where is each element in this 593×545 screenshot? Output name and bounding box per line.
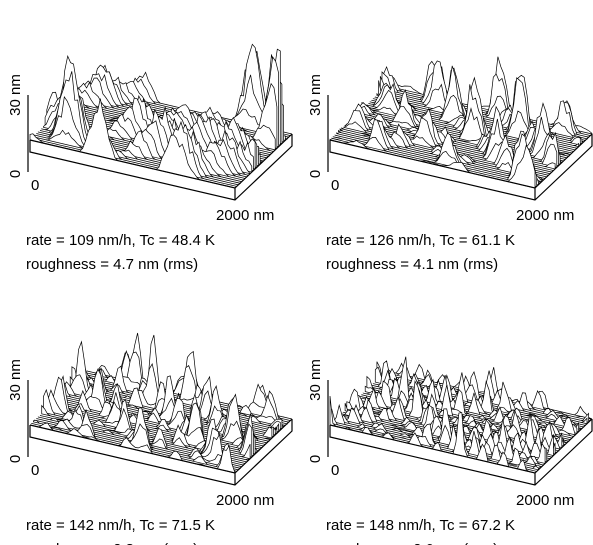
x-end-label: 2000 nm bbox=[216, 207, 274, 224]
caption-line: roughness = 2.0 nm (rms) bbox=[326, 541, 498, 545]
caption-line: rate = 126 nm/h, Tc = 61.1 K bbox=[326, 232, 515, 249]
x-end-label: 2000 nm bbox=[516, 207, 574, 224]
z-axis-label: 30 nm bbox=[7, 74, 24, 116]
z-zero-label: 0 bbox=[307, 455, 324, 463]
caption-line: roughness = 4.7 nm (rms) bbox=[26, 256, 198, 273]
caption-line: rate = 148 nm/h, Tc = 67.2 K bbox=[326, 517, 515, 534]
x-zero-label: 0 bbox=[31, 177, 39, 194]
z-axis-label: 30 nm bbox=[307, 74, 324, 116]
caption-line: rate = 109 nm/h, Tc = 48.4 K bbox=[26, 232, 215, 249]
caption-line: rate = 142 nm/h, Tc = 71.5 K bbox=[26, 517, 215, 534]
caption-line: roughness = 2.8 nm (rms) bbox=[26, 541, 198, 545]
z-zero-label: 0 bbox=[307, 170, 324, 178]
x-end-label: 2000 nm bbox=[216, 492, 274, 509]
x-zero-label: 0 bbox=[31, 462, 39, 479]
z-axis-label: 30 nm bbox=[7, 359, 24, 401]
z-zero-label: 0 bbox=[7, 170, 24, 178]
figure: 30 nm002000 nmrate = 109 nm/h, Tc = 48.4… bbox=[0, 0, 593, 545]
x-end-label: 2000 nm bbox=[516, 492, 574, 509]
z-axis-label: 30 nm bbox=[307, 359, 324, 401]
caption-line: roughness = 4.1 nm (rms) bbox=[326, 256, 498, 273]
z-zero-label: 0 bbox=[7, 455, 24, 463]
x-zero-label: 0 bbox=[331, 177, 339, 194]
x-zero-label: 0 bbox=[331, 462, 339, 479]
